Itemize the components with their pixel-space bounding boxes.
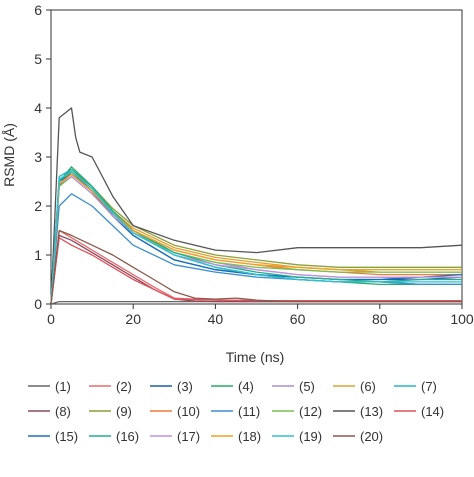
y-tick-label-4: 4 bbox=[34, 100, 42, 116]
y-tick-label-3: 3 bbox=[34, 149, 42, 165]
series-line-18 bbox=[50, 173, 462, 305]
legend-label-13: (13) bbox=[360, 404, 383, 419]
legend-label-14: (14) bbox=[421, 404, 444, 419]
y-tick-label-0: 0 bbox=[34, 296, 42, 312]
x-tick-label-80: 80 bbox=[372, 311, 388, 327]
legend-label-17: (17) bbox=[177, 429, 200, 444]
legend-label-9: (9) bbox=[116, 404, 132, 419]
legend-label-19: (19) bbox=[299, 429, 322, 444]
legend-label-20: (20) bbox=[360, 429, 383, 444]
legend-label-11: (11) bbox=[238, 404, 260, 419]
x-tick-label-100: 100 bbox=[450, 311, 474, 327]
y-tick-label-5: 5 bbox=[34, 51, 42, 67]
legend-label-2: (2) bbox=[116, 379, 132, 394]
y-tick-label-6: 6 bbox=[34, 2, 42, 18]
x-tick-label-60: 60 bbox=[290, 311, 306, 327]
series-line-17 bbox=[50, 175, 462, 305]
x-tick-label-40: 40 bbox=[208, 311, 224, 327]
legend: (1) (2) (3) (4) (5) (6) (7) (8) (9) (10) (11) (12) (… bbox=[28, 379, 444, 444]
series-line-20 bbox=[50, 229, 462, 305]
legend-label-10: (10) bbox=[177, 404, 200, 419]
legend-label-4: (4) bbox=[238, 379, 254, 394]
legend-label-16: (16) bbox=[116, 429, 139, 444]
legend-label-18: (18) bbox=[238, 429, 261, 444]
legend-label-6: (6) bbox=[360, 379, 376, 394]
x-tick-label-20: 20 bbox=[125, 311, 141, 327]
y-axis-label: RSMD (Å) bbox=[1, 123, 17, 187]
series-line-14 bbox=[50, 237, 462, 305]
legend-label-15: (15) bbox=[55, 429, 78, 444]
x-axis-label: Time (ns) bbox=[226, 349, 285, 365]
series-line-19 bbox=[50, 171, 462, 305]
series-layer bbox=[50, 107, 463, 305]
axes-layer: 0 20 40 60 80 100 0 1 2 3 4 5 6 bbox=[34, 2, 474, 327]
legend-label-8: (8) bbox=[55, 404, 71, 419]
y-tick-label-2: 2 bbox=[34, 198, 42, 214]
legend-label-3: (3) bbox=[177, 379, 193, 394]
y-tick-label-1: 1 bbox=[34, 247, 42, 263]
series-line-13 bbox=[50, 107, 463, 305]
legend-label-7: (7) bbox=[421, 379, 437, 394]
x-tick-label-0: 0 bbox=[47, 311, 55, 327]
legend-label-12: (12) bbox=[299, 404, 322, 419]
legend-label-1: (1) bbox=[55, 379, 71, 394]
legend-label-5: (5) bbox=[299, 379, 315, 394]
